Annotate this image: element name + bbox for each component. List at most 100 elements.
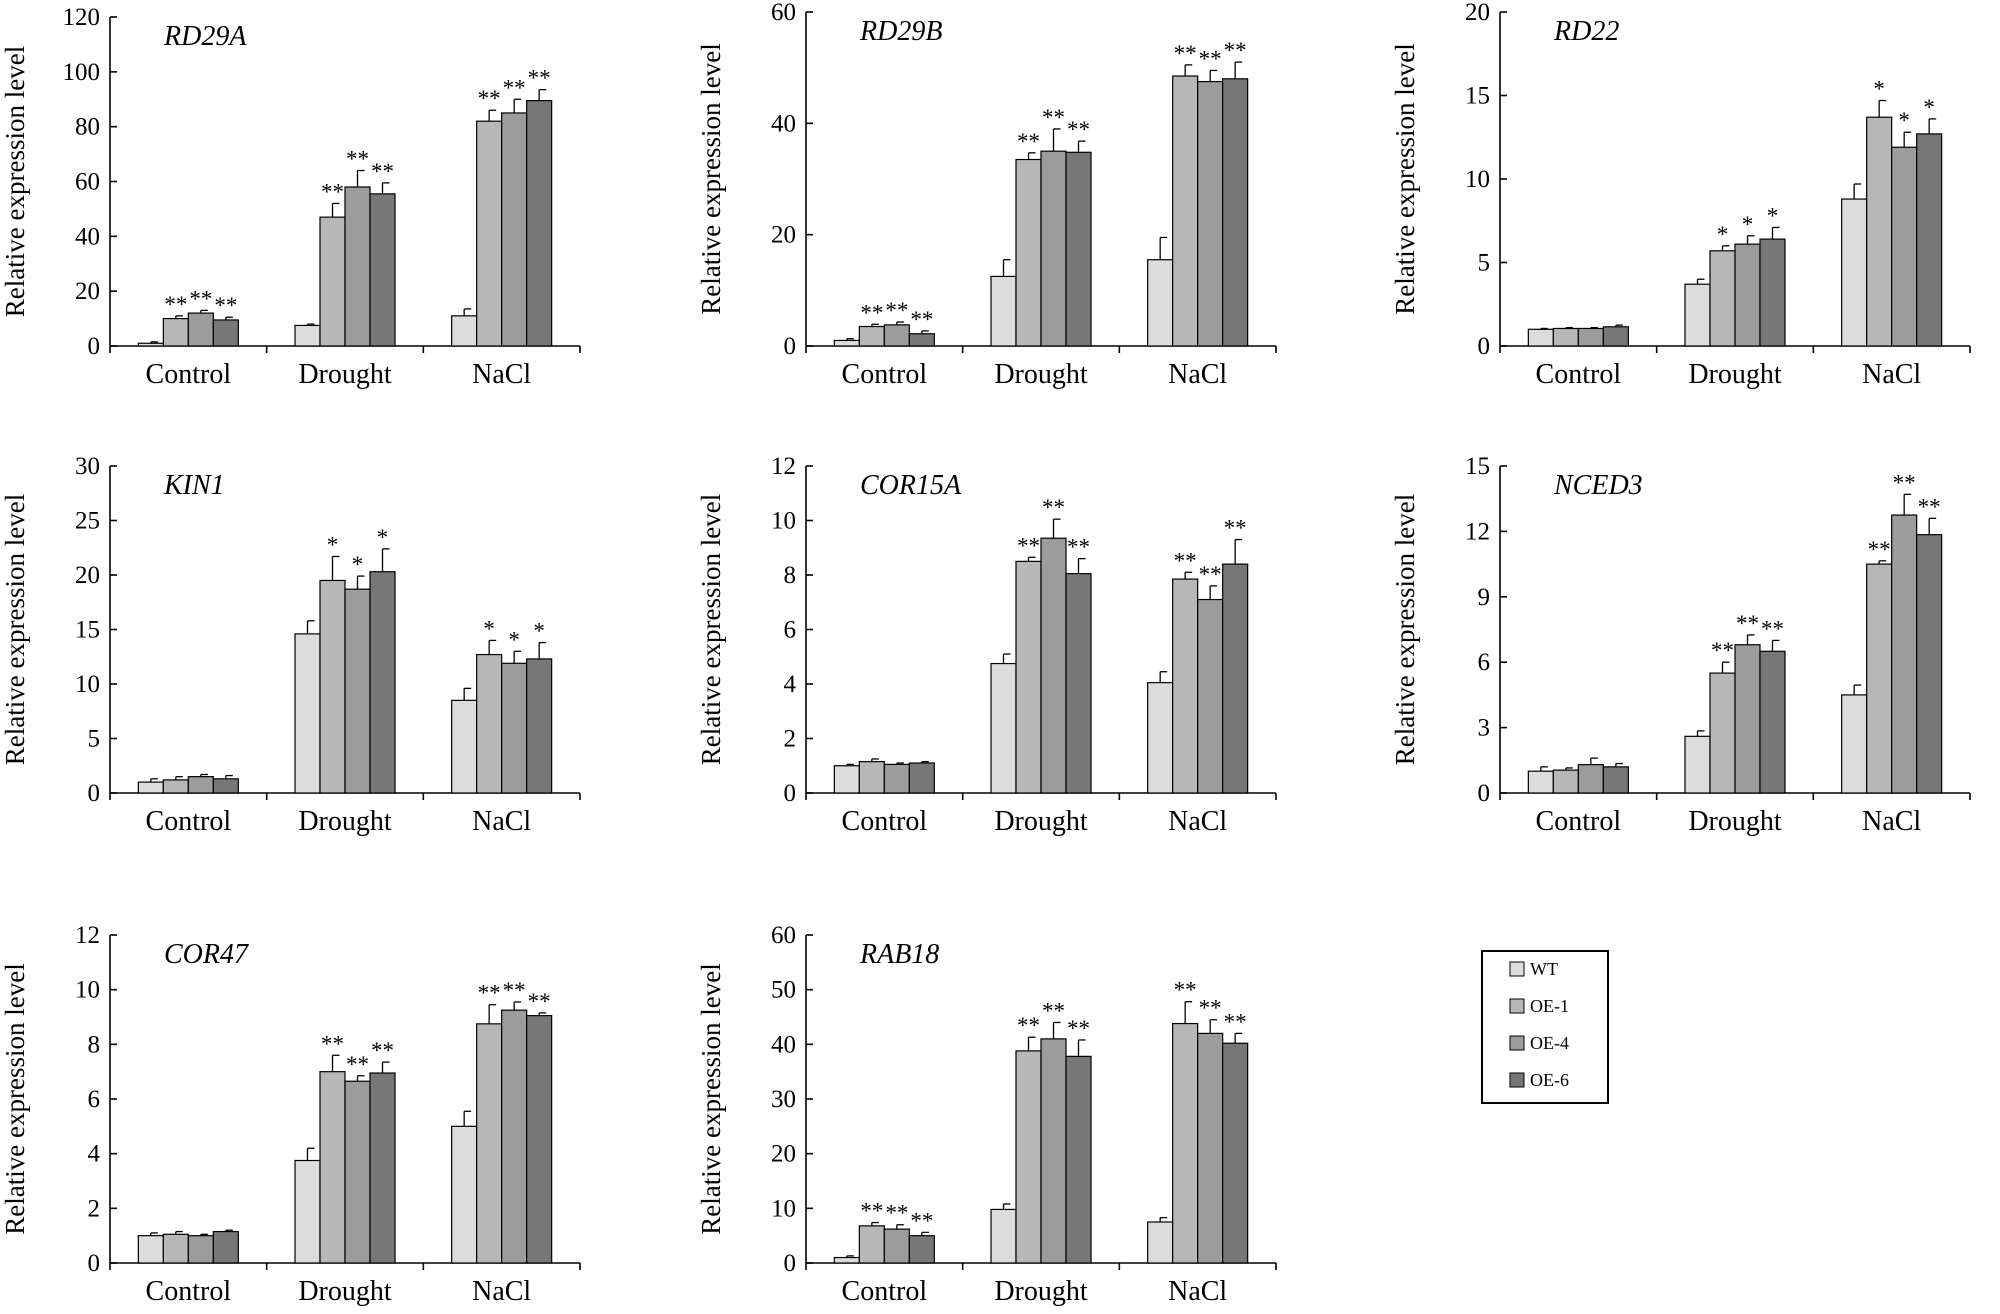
bar-oe-1-control: [162, 779, 189, 794]
significance-marker: **: [1017, 129, 1040, 154]
bar-oe-6-control: [212, 778, 239, 794]
bar-oe-1-drought: [1709, 250, 1736, 347]
bar-wt-nacl: [451, 1125, 478, 1264]
legend: WT OE-1 OE-4 OE-6: [1481, 950, 1609, 1104]
x-tick-label-nacl: NaCl: [1862, 359, 1921, 390]
significance-marker: **: [164, 292, 187, 317]
legend-label: OE-1: [1530, 996, 1569, 1016]
bar-oe-1-nacl: [476, 1023, 503, 1264]
legend-item-oe-4: OE-4: [1509, 1033, 1569, 1053]
bar-wt-control: [137, 342, 164, 347]
bar-oe-1-drought: [1015, 560, 1042, 794]
group-drought: ******Drought: [294, 1031, 396, 1307]
y-tick-label: 9: [1478, 584, 1491, 611]
significance-marker: **: [1224, 516, 1247, 541]
significance-marker: *: [1898, 108, 1910, 133]
bar-oe-1-nacl: [1172, 1022, 1199, 1264]
chart-cor15a: 0 2 4 6 8 10 12 Relative expression level COR15A…: [696, 453, 1277, 837]
x-tick-label-nacl: NaCl: [472, 806, 531, 837]
bar-oe-4-nacl: [1197, 80, 1224, 347]
y-tick-label: 6: [1478, 649, 1491, 676]
chart-title: COR15A: [860, 470, 962, 501]
y-tick-label: 2: [88, 1195, 101, 1222]
x-tick-label-drought: Drought: [298, 806, 392, 837]
bar-oe-6-nacl: [1222, 78, 1249, 347]
y-axis-title: Relative expression level: [696, 963, 726, 1234]
bar-oe-4-control: [883, 324, 910, 347]
significance-marker: **: [1174, 978, 1197, 1003]
bar-oe-4-control: [187, 776, 214, 794]
bar-wt-drought: [990, 275, 1017, 347]
y-tick-label: 60: [75, 169, 100, 196]
y-tick-label: 40: [75, 223, 100, 250]
bar-oe-4-drought: [344, 186, 371, 347]
y-tick-label: 0: [88, 780, 101, 807]
chart-nced3: 0 3 6 9 12 15 Relative expression level NCED3 Co…: [1390, 453, 1971, 837]
significance-marker: **: [1017, 1013, 1040, 1038]
bar-oe-1-nacl: [1866, 116, 1893, 347]
bar-oe-1-drought: [1015, 1050, 1042, 1264]
bar-oe-1-nacl: [1172, 75, 1199, 347]
significance-marker: **: [1224, 1009, 1247, 1034]
y-tick-label: 0: [1478, 780, 1491, 807]
bar-oe-4-nacl: [501, 1009, 528, 1264]
y-tick-label: 10: [75, 977, 100, 1004]
significance-marker: **: [528, 66, 551, 91]
significance-marker: **: [321, 1031, 344, 1056]
significance-marker: *: [352, 552, 364, 577]
group-nacl: * * * NaCl: [451, 616, 553, 837]
significance-marker: *: [508, 627, 520, 652]
bar-oe-4-drought: [344, 588, 371, 794]
bar-oe-6-control: [1602, 326, 1629, 347]
y-tick-label: 0: [784, 333, 797, 360]
chart-rab18: 0 10 20 30 40 50 60 Relative expression level RA…: [696, 922, 1277, 1307]
group-control: ** ** **Control: [833, 298, 935, 390]
y-tick-label: 5: [1478, 250, 1491, 277]
group-drought: * * * Drought: [1684, 203, 1786, 390]
bar-oe-1-control: [162, 317, 189, 347]
group-nacl: ******NaCl: [1147, 516, 1249, 837]
significance-marker: *: [1742, 212, 1754, 237]
bar-wt-drought: [294, 1159, 321, 1264]
y-tick-label: 30: [771, 1086, 796, 1113]
bar-wt-drought: [294, 324, 321, 347]
significance-marker: **: [1761, 616, 1784, 641]
bar-wt-nacl: [1147, 682, 1174, 794]
x-tick-label-drought: Drought: [994, 806, 1088, 837]
bar-oe-6-control: [908, 762, 935, 794]
bar-wt-drought: [990, 1208, 1017, 1264]
chart-title: RD22: [1553, 16, 1619, 47]
bar-wt-nacl: [1147, 1221, 1174, 1264]
bar-oe-4-drought: [1040, 537, 1067, 794]
legend-label: OE-6: [1530, 1070, 1569, 1090]
bar-oe-6-nacl: [1916, 534, 1943, 794]
significance-marker: **: [1918, 494, 1941, 519]
bar-wt-nacl: [1841, 198, 1868, 347]
significance-marker: **: [214, 293, 237, 318]
bar-oe-4-nacl: [501, 662, 528, 794]
y-tick-label: 15: [75, 617, 100, 644]
group-control: Control: [137, 773, 239, 837]
chart-rd22: 0 5 10 15 20 Relative expression level RD22 Con…: [1390, 0, 1971, 390]
group-nacl: ******NaCl: [1147, 978, 1249, 1307]
significance-marker: *: [1873, 77, 1885, 102]
bar-oe-6-control: [908, 333, 935, 347]
bar-wt-control: [1527, 328, 1554, 347]
bar-oe-6-drought: [1065, 1055, 1092, 1264]
legend-swatch: [1509, 1072, 1525, 1088]
legend-item-oe-6: OE-6: [1509, 1070, 1569, 1090]
significance-marker: **: [1042, 495, 1065, 520]
group-drought: ******Drought: [294, 147, 396, 390]
significance-marker: **: [860, 300, 883, 325]
x-tick-label-control: Control: [1536, 359, 1622, 390]
chart-title: RD29A: [163, 21, 247, 52]
x-tick-label-control: Control: [146, 359, 232, 390]
x-tick-label-nacl: NaCl: [1168, 359, 1227, 390]
bar-oe-1-control: [1552, 769, 1579, 794]
y-tick-label: 20: [75, 278, 100, 305]
x-tick-label-nacl: NaCl: [472, 1276, 531, 1307]
bar-oe-1-drought: [1015, 158, 1042, 347]
y-tick-label: 60: [771, 0, 796, 26]
bar-wt-control: [833, 339, 860, 347]
y-tick-label: 3: [1478, 715, 1491, 742]
